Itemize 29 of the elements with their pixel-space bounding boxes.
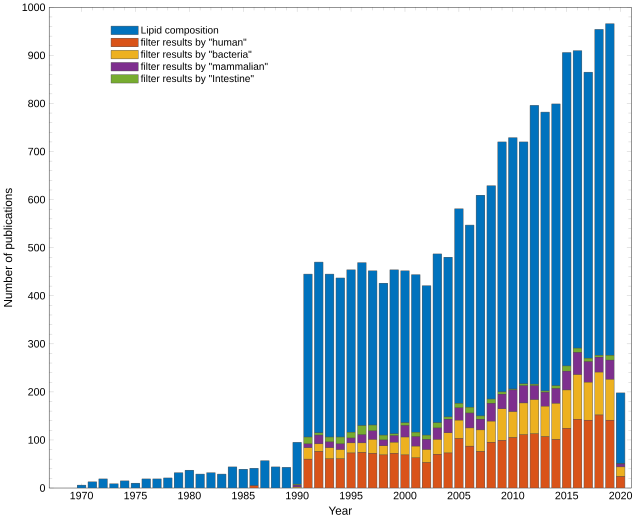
- y-tick-label: 400: [28, 292, 46, 300]
- y-tick-label: 600: [28, 196, 46, 204]
- y-tick-label: 500: [28, 244, 46, 252]
- y-tick-label: 0: [40, 484, 46, 492]
- x-tick-label: 2005: [448, 492, 470, 500]
- legend-label: filter results by "human": [140, 38, 246, 48]
- x-tick-label: 1970: [70, 492, 93, 500]
- y-tick-label: 100: [28, 436, 46, 444]
- legend-label: filter results by "bacteria": [140, 50, 252, 60]
- legend-label: Lipid composition: [141, 26, 218, 36]
- y-tick-label: 700: [28, 148, 46, 156]
- x-tick-label: 2020: [609, 492, 632, 500]
- x-tick-label: 1995: [340, 492, 362, 500]
- x-tick-label: 2010: [502, 492, 524, 500]
- x-tick-label: 2015: [555, 492, 578, 500]
- x-tick-label: 1985: [232, 492, 255, 500]
- y-tick-label: 1000: [22, 3, 46, 11]
- x-tick-label: 2000: [394, 492, 416, 500]
- y-tick-label: 200: [28, 388, 46, 396]
- x-tick-label: 1990: [286, 492, 309, 500]
- legend-label: filter results by "mammalian": [140, 62, 268, 72]
- y-tick-label: 300: [28, 340, 46, 348]
- y-tick-label: 800: [28, 100, 46, 108]
- x-tick-label: 1980: [178, 492, 201, 500]
- legend-label: filter results by "Intestine": [140, 74, 254, 84]
- y-tick-label: 900: [28, 51, 46, 59]
- x-axis-title: Year: [328, 506, 352, 515]
- x-tick-label: 1975: [124, 492, 147, 500]
- y-axis-title: Number of publications: [4, 188, 14, 306]
